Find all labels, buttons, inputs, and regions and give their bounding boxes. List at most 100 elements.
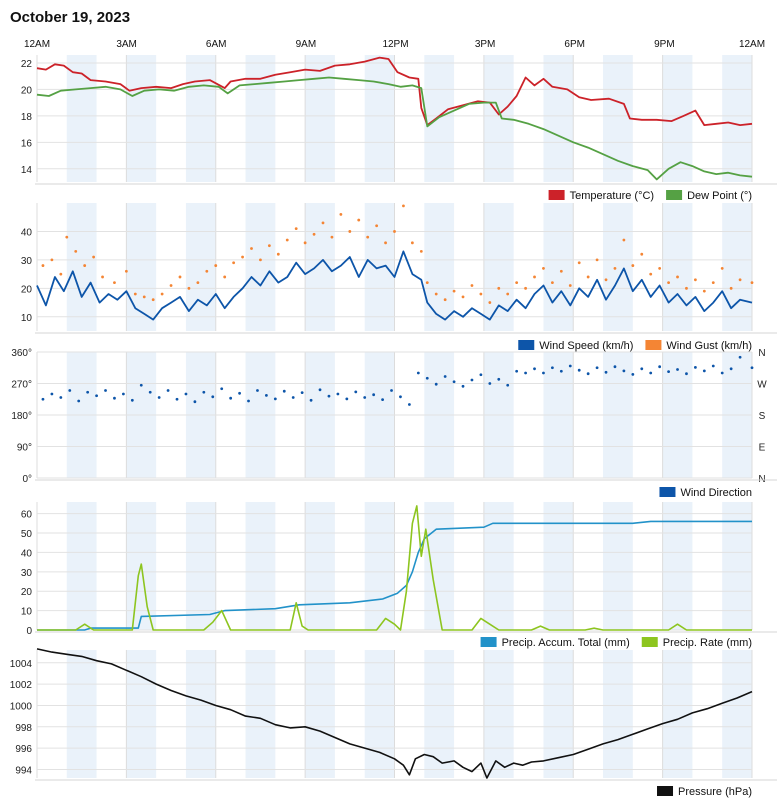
gust-point bbox=[470, 284, 474, 287]
legend-swatch bbox=[659, 487, 676, 497]
dir-point bbox=[229, 396, 233, 400]
pressure-chart: 994 996 998 1000 1002 1004 Pressure (hPa) bbox=[10, 648, 777, 798]
dir-point bbox=[121, 392, 125, 396]
hour-band bbox=[424, 55, 455, 182]
y-tick-label: 1004 bbox=[10, 659, 33, 670]
dir-point bbox=[95, 394, 98, 398]
gust-point bbox=[160, 292, 164, 296]
dir-point bbox=[139, 383, 143, 387]
dir-point bbox=[738, 355, 742, 359]
dir-point bbox=[506, 383, 510, 387]
rate-line bbox=[37, 505, 752, 631]
dir-point bbox=[363, 396, 367, 399]
dir-point bbox=[559, 369, 563, 373]
legend-label: Wind Gust (km/h) bbox=[666, 340, 752, 352]
gust-point bbox=[622, 238, 626, 242]
gust-point bbox=[613, 267, 617, 270]
dir-point bbox=[300, 391, 304, 394]
gust-point bbox=[384, 241, 387, 245]
gust-point bbox=[595, 258, 599, 262]
gust-point bbox=[276, 252, 280, 256]
time-label: 12AM bbox=[24, 39, 50, 50]
speed-line bbox=[36, 250, 753, 321]
dir-point bbox=[175, 397, 179, 401]
hour-band bbox=[66, 55, 97, 182]
compass-label: S bbox=[759, 411, 766, 422]
gust-point bbox=[330, 235, 334, 239]
gust-point bbox=[133, 292, 137, 296]
gust-point bbox=[101, 275, 104, 279]
hour-band bbox=[424, 203, 455, 331]
temp-line bbox=[36, 56, 753, 126]
dir-point bbox=[685, 372, 688, 376]
dir-point bbox=[542, 371, 545, 375]
dir-point bbox=[729, 367, 733, 371]
dir-point bbox=[550, 366, 554, 370]
dir-point bbox=[676, 368, 679, 371]
gust-point bbox=[267, 244, 271, 248]
dir-point bbox=[327, 394, 331, 398]
dir-point bbox=[497, 377, 501, 381]
hour-band bbox=[662, 203, 693, 331]
hour-band bbox=[364, 55, 395, 182]
dir-point bbox=[750, 366, 754, 370]
legend: Pressure (hPa) bbox=[657, 786, 752, 798]
direction-chart: 0°90°180°270°360°NESWNWind Direction bbox=[11, 348, 777, 499]
gust-point bbox=[452, 289, 456, 293]
y-tick-label: 20 bbox=[21, 284, 33, 295]
gust-point bbox=[65, 235, 69, 239]
y-tick-label: 18 bbox=[21, 112, 33, 123]
time-label: 12AM bbox=[739, 39, 765, 50]
wind-chart: 10 20 30 40 Wind Gust (km/h) Wind Speed (km/h… bbox=[21, 203, 777, 352]
legend-label: Pressure (hPa) bbox=[678, 786, 752, 798]
dir-point bbox=[291, 396, 295, 399]
hour-band bbox=[364, 502, 395, 630]
y-tick-label: 90° bbox=[17, 443, 32, 454]
hour-band bbox=[543, 650, 574, 778]
gust-point bbox=[434, 292, 438, 296]
hour-band bbox=[305, 502, 335, 630]
gust-point bbox=[348, 230, 352, 233]
gust-point bbox=[74, 249, 78, 253]
y-tick-label: 998 bbox=[15, 723, 32, 734]
gust-point bbox=[303, 241, 307, 245]
legend-label: Temperature (°C) bbox=[570, 190, 654, 202]
legend-label: Wind Direction bbox=[680, 487, 752, 499]
dir-point bbox=[372, 393, 376, 397]
gust-point bbox=[586, 275, 590, 279]
dir-point bbox=[238, 391, 241, 395]
hour-band bbox=[424, 650, 455, 778]
dir-point bbox=[425, 376, 429, 380]
dir-point bbox=[247, 399, 250, 403]
gust-point bbox=[285, 238, 289, 242]
legend-label: Dew Point (°) bbox=[687, 190, 752, 202]
hour-band bbox=[483, 203, 514, 331]
gust-point bbox=[693, 278, 697, 282]
y-tick-label: 40 bbox=[21, 227, 33, 238]
legend: Wind Gust (km/h) Wind Speed (km/h) bbox=[518, 340, 752, 352]
gust-point bbox=[339, 212, 343, 216]
gust-point bbox=[241, 255, 244, 259]
gust-point bbox=[443, 298, 447, 302]
legend-label: Wind Speed (km/h) bbox=[539, 340, 633, 352]
gust-point bbox=[720, 267, 724, 270]
gust-point bbox=[59, 272, 63, 276]
time-label: 3PM bbox=[475, 39, 496, 50]
dir-point bbox=[336, 392, 340, 396]
gust-point bbox=[750, 281, 754, 285]
legend-label: Precip. Rate (mm) bbox=[663, 637, 752, 649]
dir-point bbox=[586, 372, 590, 376]
dir-point bbox=[50, 392, 54, 396]
dir-point bbox=[577, 368, 581, 372]
gust-point bbox=[738, 278, 742, 282]
gust-point bbox=[425, 281, 429, 285]
compass-label: W bbox=[757, 380, 767, 391]
gust-point bbox=[83, 264, 87, 267]
gust-point bbox=[667, 281, 670, 285]
gust-point bbox=[676, 275, 679, 279]
gust-point bbox=[488, 301, 492, 304]
gust-point bbox=[533, 275, 536, 279]
hour-band bbox=[305, 650, 335, 778]
y-tick-label: 20 bbox=[21, 587, 33, 598]
